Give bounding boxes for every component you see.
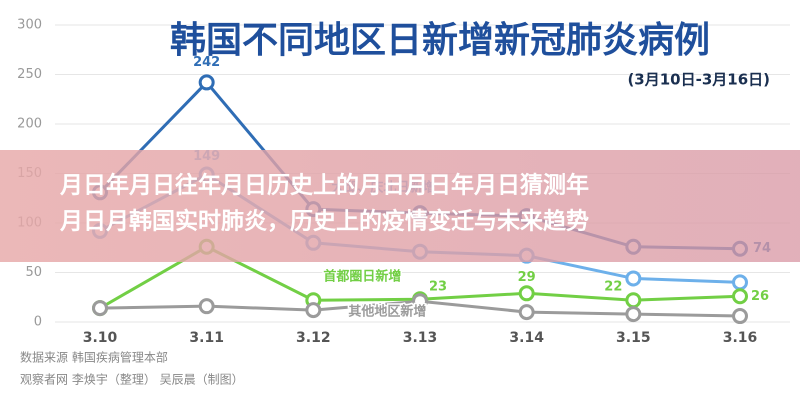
- point: [198, 74, 215, 91]
- y-tick-label: 0: [34, 315, 42, 330]
- point: [198, 298, 215, 315]
- x-tick-label: 3.13: [403, 330, 438, 346]
- data-label: 242: [193, 55, 220, 70]
- point: [518, 304, 535, 321]
- y-tick-label: 300: [17, 18, 42, 33]
- data-label: 23: [429, 280, 447, 295]
- chart-subtitle: (3月10日-3月16日): [627, 71, 770, 89]
- x-tick-label: 3.11: [189, 330, 224, 346]
- banner-line: 月日年月日往年月日历史上的月日月日年月日猜测年: [59, 172, 589, 199]
- point: [518, 285, 535, 302]
- point: [305, 302, 322, 319]
- point: [625, 270, 642, 287]
- point: [92, 300, 108, 317]
- x-tick-label: 3.16: [723, 330, 758, 346]
- y-tick-label: 250: [17, 67, 42, 82]
- point: [625, 292, 642, 309]
- chart-title: 韩国不同地区日新增新冠肺炎病例: [170, 20, 710, 61]
- data-label: 22: [604, 280, 622, 295]
- y-tick-label: 50: [25, 265, 42, 280]
- source: 数据来源 韩国疾病管理本部: [20, 350, 168, 365]
- point: [732, 308, 748, 325]
- y-tick-label: 200: [17, 117, 42, 132]
- series-name: 其他地区新增: [348, 304, 426, 320]
- point: [732, 288, 748, 305]
- x-tick-label: 3.10: [83, 330, 118, 346]
- point: [412, 293, 428, 310]
- x-tick-label: 3.12: [296, 330, 331, 346]
- credits: 观察者网 李焕宇（整理） 吴辰晨（制图）: [20, 372, 244, 387]
- x-tick-label: 3.15: [616, 330, 651, 346]
- series-name: 首都圈日新增: [323, 269, 401, 285]
- banner-line: 月日月韩国实时肺炎，历史上的疫情变迁与未来趋势: [59, 208, 589, 235]
- point: [732, 274, 748, 291]
- data-label: 29: [518, 270, 536, 285]
- point: [625, 306, 642, 323]
- data-label: 26: [751, 289, 769, 304]
- banner-bg: [0, 150, 800, 262]
- x-tick-label: 3.14: [509, 330, 544, 346]
